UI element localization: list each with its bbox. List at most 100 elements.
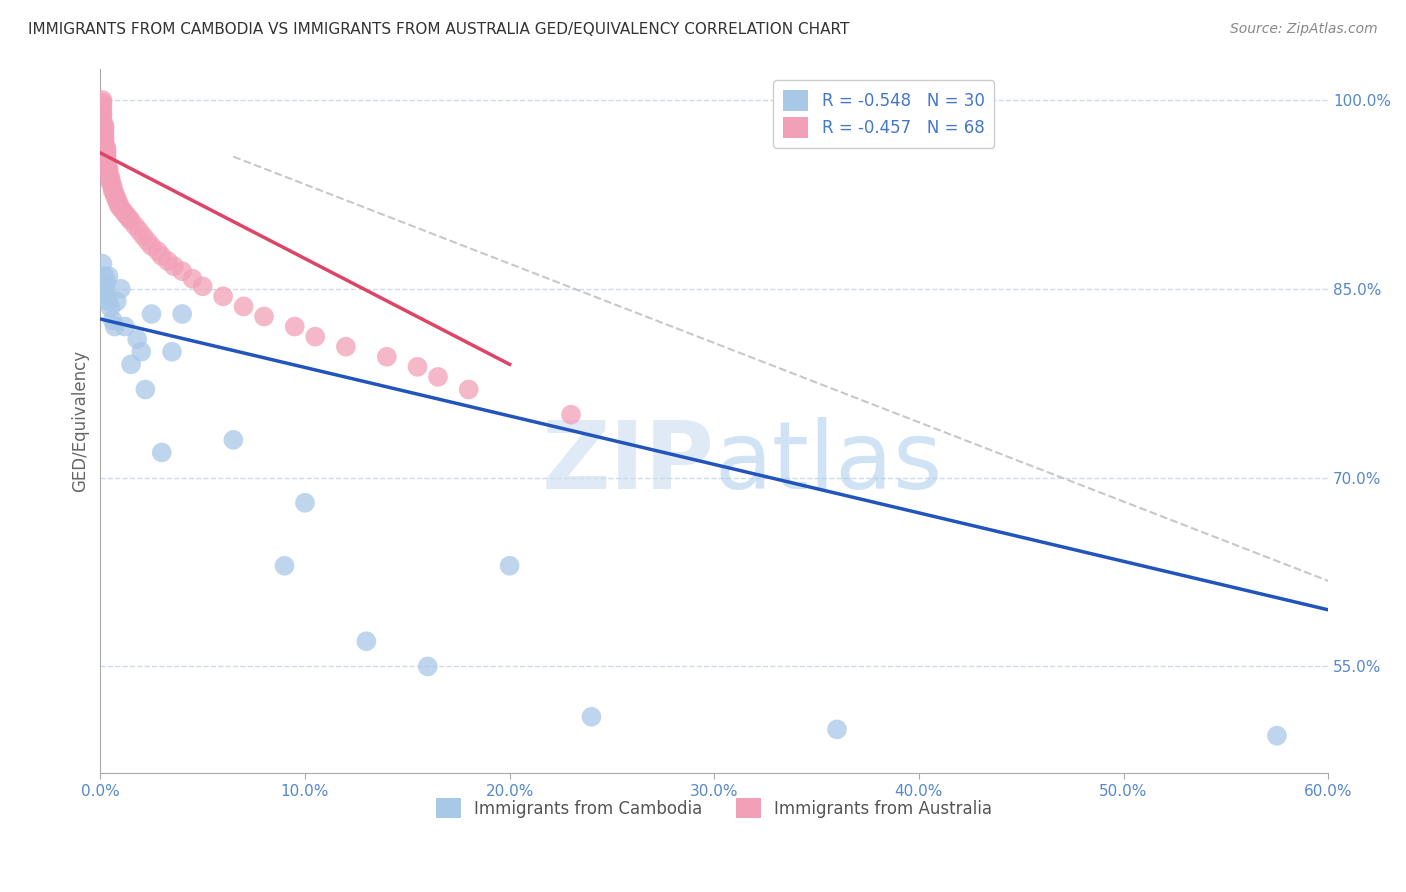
Point xyxy=(93,118,115,132)
Point xyxy=(120,214,142,228)
Point xyxy=(560,408,582,422)
Point xyxy=(146,244,169,258)
Point xyxy=(222,433,245,447)
Point xyxy=(96,145,118,160)
Point xyxy=(97,163,120,178)
Point xyxy=(375,350,398,364)
Point xyxy=(498,558,520,573)
Point xyxy=(101,184,124,198)
Point xyxy=(118,211,141,226)
Point xyxy=(212,289,235,303)
Point xyxy=(91,108,114,122)
Point xyxy=(335,340,357,354)
Point xyxy=(93,120,115,135)
Point xyxy=(107,196,129,211)
Point xyxy=(172,264,194,278)
Point xyxy=(191,279,214,293)
Text: IMMIGRANTS FROM CAMBODIA VS IMMIGRANTS FROM AUSTRALIA GED/EQUIVALENCY CORRELATIO: IMMIGRANTS FROM CAMBODIA VS IMMIGRANTS F… xyxy=(28,22,849,37)
Point xyxy=(91,114,114,128)
Point xyxy=(93,136,115,151)
Text: Source: ZipAtlas.com: Source: ZipAtlas.com xyxy=(1230,22,1378,37)
Point xyxy=(100,173,122,187)
Point xyxy=(132,229,155,244)
Point xyxy=(253,310,276,324)
Point xyxy=(97,169,120,183)
Text: ZIP: ZIP xyxy=(541,417,714,509)
Point xyxy=(93,269,115,284)
Point xyxy=(97,161,120,175)
Point xyxy=(150,445,173,459)
Point xyxy=(134,383,156,397)
Point xyxy=(825,723,848,737)
Point xyxy=(91,257,114,271)
Point xyxy=(104,319,127,334)
Point xyxy=(163,259,186,273)
Point xyxy=(128,224,150,238)
Point xyxy=(427,370,450,384)
Legend: Immigrants from Cambodia, Immigrants from Australia: Immigrants from Cambodia, Immigrants fro… xyxy=(429,791,1000,825)
Point xyxy=(232,300,254,314)
Point xyxy=(156,254,179,268)
Point xyxy=(93,130,115,145)
Point xyxy=(93,133,115,147)
Point xyxy=(457,383,479,397)
Y-axis label: GED/Equivalency: GED/Equivalency xyxy=(72,350,89,492)
Point xyxy=(129,344,152,359)
Point xyxy=(93,124,115,138)
Point xyxy=(91,93,114,107)
Point xyxy=(93,128,115,143)
Point xyxy=(150,249,173,263)
Point xyxy=(101,181,124,195)
Point xyxy=(110,201,132,215)
Point xyxy=(91,105,114,120)
Point xyxy=(120,357,142,371)
Point xyxy=(91,102,114,116)
Point xyxy=(141,307,163,321)
Point xyxy=(96,156,118,170)
Point xyxy=(105,194,128,208)
Point xyxy=(96,288,118,302)
Point xyxy=(104,186,127,201)
Point xyxy=(96,158,118,172)
Point xyxy=(304,329,326,343)
Point xyxy=(294,496,316,510)
Point xyxy=(181,271,204,285)
Point xyxy=(172,307,194,321)
Point xyxy=(416,659,439,673)
Point xyxy=(93,139,115,153)
Point xyxy=(1265,729,1288,743)
Point xyxy=(91,112,114,126)
Point xyxy=(581,710,603,724)
Point xyxy=(124,219,146,233)
Point xyxy=(105,294,128,309)
Point xyxy=(97,294,120,309)
Point xyxy=(101,313,124,327)
Point xyxy=(97,269,120,284)
Point xyxy=(91,95,114,110)
Point xyxy=(284,319,307,334)
Point xyxy=(100,171,122,186)
Point xyxy=(273,558,295,573)
Point xyxy=(96,148,118,162)
Point xyxy=(96,141,118,155)
Point xyxy=(406,359,429,374)
Point xyxy=(96,152,118,166)
Point xyxy=(356,634,378,648)
Point xyxy=(104,188,127,202)
Point xyxy=(97,166,120,180)
Point xyxy=(136,234,159,248)
Point xyxy=(114,319,136,334)
Point xyxy=(96,144,118,158)
Point xyxy=(100,301,122,315)
Point xyxy=(100,176,122,190)
Point xyxy=(160,344,183,359)
Point xyxy=(91,98,114,112)
Point xyxy=(93,282,115,296)
Point xyxy=(101,178,124,193)
Point xyxy=(105,191,128,205)
Point xyxy=(96,276,118,290)
Text: atlas: atlas xyxy=(714,417,942,509)
Point xyxy=(114,206,136,220)
Point xyxy=(110,282,132,296)
Point xyxy=(107,199,129,213)
